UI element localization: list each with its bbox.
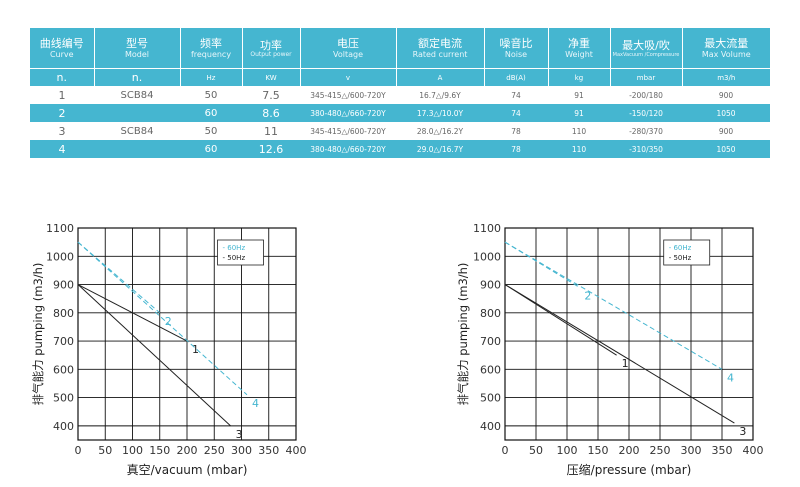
x-tick-label: 400 [286, 444, 307, 457]
header-power: 功率 Output power [242, 28, 301, 69]
x-tick-label: 100 [557, 444, 578, 457]
table-row: 4 60 12.6 380-480△/660-720Y 29.0△/16.7Y 78 110… [30, 140, 770, 158]
series-label-4: 4 [252, 397, 259, 410]
series-line-3 [504, 284, 735, 424]
header-max-pressure: 最大吸/吹 MaxVacuum /Compressure [610, 28, 683, 69]
header-current: 额定电流 Rated current [396, 28, 485, 69]
series-label-2: 2 [584, 289, 591, 302]
x-tick-label: 250 [650, 444, 671, 457]
unit-max-volume: m3/h [682, 68, 770, 86]
y-tick-label: 400 [480, 420, 501, 433]
y-tick-label: 500 [480, 392, 501, 405]
legend-box [663, 239, 711, 266]
x-tick-label: 200 [177, 444, 198, 457]
series-label-3: 3 [739, 425, 746, 438]
header-frequency: 频率 frequency [180, 28, 243, 69]
y-tick-label: 1000 [46, 250, 74, 263]
legend-entry: - 50Hz [669, 254, 692, 262]
x-tick-label: 50 [529, 444, 543, 457]
unit-curve: n. [30, 68, 95, 86]
header-weight: 净重 Weight [548, 28, 611, 69]
unit-weight: kg [548, 68, 611, 86]
header-voltage: 电压 Voltage [300, 28, 397, 69]
spec-table: 曲线编号 Curve 型号 Model 频率 frequency 功率 Output p… [30, 28, 770, 158]
series-line-3 [77, 284, 231, 427]
y-tick-label: 700 [53, 335, 74, 348]
x-tick-label: 150 [588, 444, 609, 457]
table-row: 3 SCB84 50 11 345-415△/600-720Y 28.0△/16.2Y 78… [58, 124, 734, 138]
series-line-4 [504, 241, 723, 370]
series-label-1: 1 [192, 343, 199, 356]
unit-current: A [396, 68, 485, 86]
pressure-chart: 0 50 100 150 200 250 300 350 400 400 500 600 700 800 9… [456, 222, 764, 477]
y-tick-label: 700 [480, 335, 501, 348]
y-tick-label: 1000 [473, 250, 501, 263]
series-label-1: 1 [622, 357, 629, 370]
y-axis-label: 排气能力 pumping (m3/h) [456, 263, 470, 406]
table-row: 1 SCB84 50 7.5 345-415△/600-720Y 16.7△/9.6Y 74… [58, 88, 734, 102]
y-axis-label: 排气能力 pumping (m3/h) [31, 263, 45, 406]
x-tick-label: 200 [619, 444, 640, 457]
series-line-1 [77, 284, 188, 342]
y-tick-label: 1100 [473, 222, 501, 235]
series-label-4: 4 [727, 371, 734, 384]
y-tick-label: 800 [53, 307, 74, 320]
series-label-3: 3 [236, 428, 243, 441]
y-tick-label: 600 [480, 363, 501, 376]
x-tick-label: 400 [743, 444, 764, 457]
header-model: 型号 Model [94, 28, 181, 69]
y-tick-label: 500 [53, 392, 74, 405]
legend-entry: - 50Hz [223, 254, 246, 262]
unit-voltage: v [300, 68, 397, 86]
table-unit-row: n. n. Hz KW v A dB(A) kg mbar m3/h [30, 68, 770, 86]
unit-model: n. [94, 68, 181, 86]
y-tick-label: 900 [480, 279, 501, 292]
table-header-row: 曲线编号 Curve 型号 Model 频率 frequency 功率 Output p… [30, 28, 770, 69]
unit-noise: dB(A) [484, 68, 549, 86]
x-tick-label: 150 [149, 444, 170, 457]
header-max-volume: 最大流量 Max Volume [682, 28, 770, 69]
y-tick-label: 800 [480, 307, 501, 320]
vacuum-chart: 0 50 100 150 200 250 300 350 400 400 500 600 700 800 9… [31, 222, 307, 477]
series-line-4 [77, 241, 248, 396]
series-line-2 [504, 241, 580, 288]
y-tick-label: 900 [53, 279, 74, 292]
series-label-2: 2 [165, 315, 172, 328]
legend-box [217, 239, 264, 266]
x-tick-label: 350 [258, 444, 279, 457]
x-tick-label: 350 [712, 444, 733, 457]
legend-entry: - 60Hz [669, 244, 692, 252]
table-row: 2 60 8.6 380-480△/660-720Y 17.3△/10.0Y 74 91 -1… [30, 104, 770, 122]
unit-max-pressure: mbar [610, 68, 683, 86]
x-axis-label: 真空/vacuum (mbar) [127, 463, 248, 477]
header-curve: 曲线编号 Curve [30, 28, 95, 69]
x-tick-label: 0 [75, 444, 82, 457]
header-noise: 噪音比 Noise [484, 28, 549, 69]
y-tick-label: 1100 [46, 222, 74, 235]
x-tick-label: 50 [98, 444, 112, 457]
x-tick-label: 300 [681, 444, 702, 457]
x-tick-label: 300 [231, 444, 252, 457]
x-tick-label: 100 [122, 444, 143, 457]
unit-frequency: Hz [180, 68, 243, 86]
x-tick-label: 0 [502, 444, 509, 457]
unit-power: KW [242, 68, 301, 86]
x-axis-label: 压缩/pressure (mbar) [567, 462, 692, 477]
x-tick-label: 250 [204, 444, 225, 457]
y-tick-label: 400 [53, 420, 74, 433]
y-tick-label: 600 [53, 363, 74, 376]
legend-entry: - 60Hz [223, 244, 246, 252]
